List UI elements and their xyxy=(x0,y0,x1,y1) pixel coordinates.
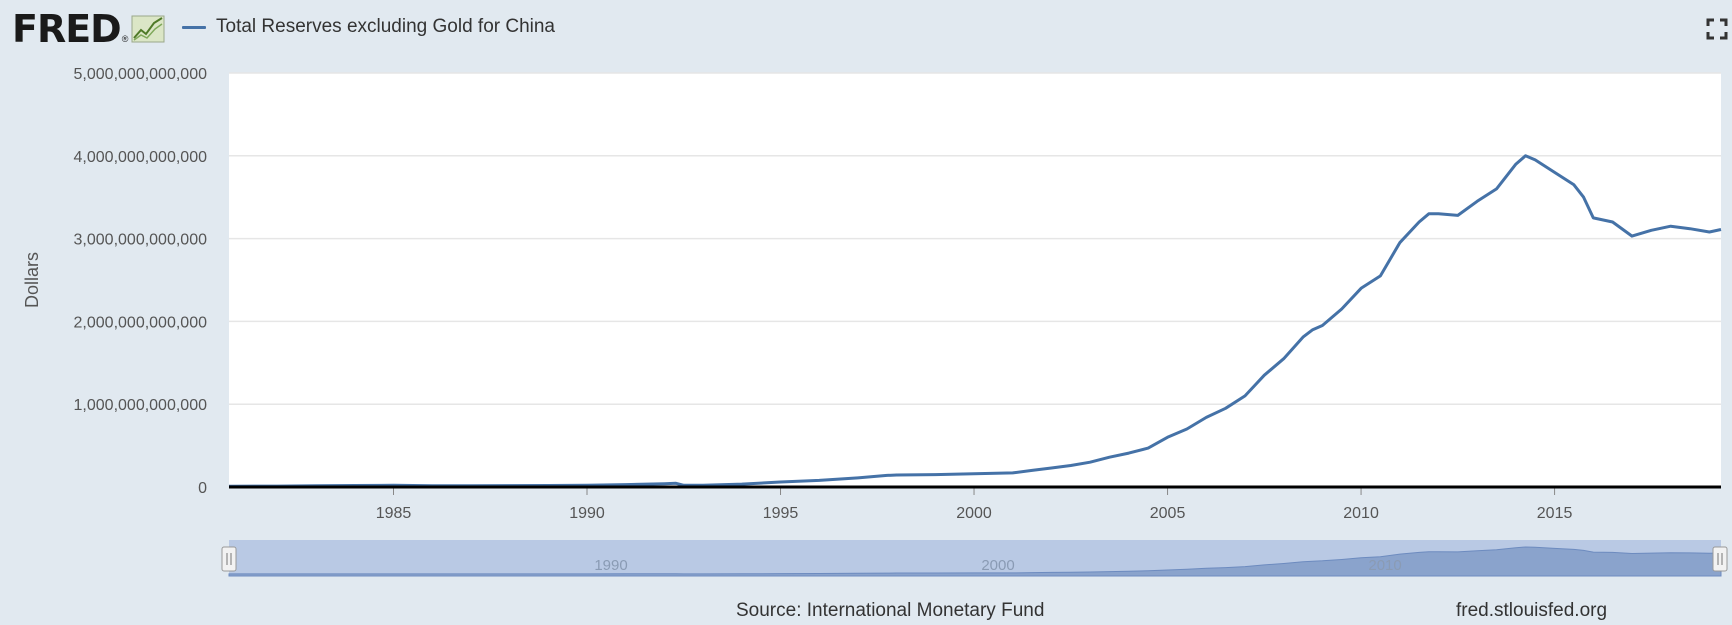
range-navigator[interactable]: 1990 2000 2010 xyxy=(221,540,1728,577)
x-tick-label: 2000 xyxy=(956,505,992,522)
legend-series-swatch xyxy=(182,25,206,29)
x-tick-label: 2010 xyxy=(1343,505,1379,522)
fullscreen-icon[interactable] xyxy=(1706,18,1728,40)
navigator-label: 2000 xyxy=(981,557,1014,574)
logo-text: FRED xyxy=(12,7,122,51)
x-tick-label: 1985 xyxy=(376,505,412,522)
fred-chart-icon xyxy=(131,15,165,43)
legend-series-label: Total Reserves excluding Gold for China xyxy=(216,16,556,37)
x-tick-label: 1995 xyxy=(763,505,799,522)
x-tick-label: 1990 xyxy=(569,505,605,522)
fred-logo[interactable]: FRED ® xyxy=(12,8,165,50)
navigator-left-handle[interactable] xyxy=(221,546,237,572)
series-line xyxy=(228,154,1722,488)
y-axis-title: Dollars xyxy=(22,252,42,308)
logo-registered-mark: ® xyxy=(121,34,129,44)
source-citation: Source: International Monetary Fund xyxy=(736,600,1045,621)
navigator-label: 2010 xyxy=(1368,557,1401,574)
x-tick-label: 2015 xyxy=(1537,505,1573,522)
y-tick-label: 1,000,000,000,000 xyxy=(74,397,208,414)
plot-area xyxy=(229,73,1721,487)
fred-url-link[interactable]: fred.stlouisfed.org xyxy=(1456,600,1608,621)
navigator-label: 1990 xyxy=(594,557,627,574)
chart-legend[interactable]: Total Reserves excluding Gold for China xyxy=(182,16,555,38)
y-tick-label: 4,000,000,000,000 xyxy=(74,149,208,166)
y-tick-label: 2,000,000,000,000 xyxy=(74,314,208,331)
x-tick-label: 2005 xyxy=(1150,505,1186,522)
y-tick-label: 5,000,000,000,000 xyxy=(74,66,208,83)
navigator-area xyxy=(228,546,1722,577)
y-tick-label: 0 xyxy=(198,480,207,497)
y-tick-label: 3,000,000,000,000 xyxy=(74,232,208,249)
navigator-right-handle[interactable] xyxy=(1712,546,1728,572)
